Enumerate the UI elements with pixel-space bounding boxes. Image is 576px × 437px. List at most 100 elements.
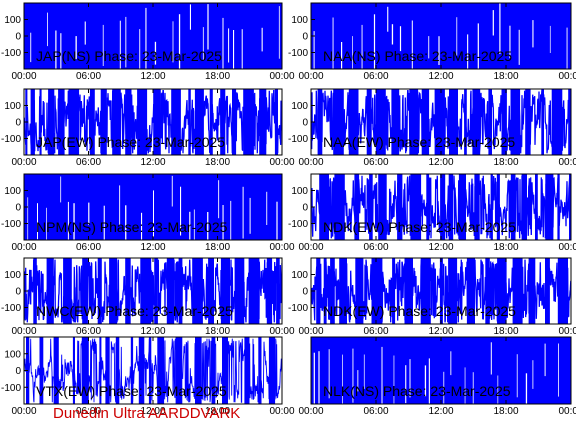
trace-gap [532,20,534,48]
trace-gap [464,367,466,404]
y-tick-label: -100 [288,134,308,145]
trace-dense-region [130,337,134,404]
phase-panel-3: 00:00 06:00 12:00 18:00 00:00 100 0 -100 JAP(EW)… [1,88,295,168]
trace-gap [102,24,104,66]
trace-dense-region [248,258,260,324]
trace-gap [119,20,121,69]
trace-gap [373,14,376,69]
trace-dense-region [333,89,344,155]
trace-gap [409,359,411,398]
phase-panel-4: 00:00 06:00 12:00 18:00 00:00 100 0 -100 NAA(EW)… [288,88,576,168]
x-tick-label: 00:00 [298,71,323,82]
y-tick-label: 100 [4,15,21,26]
trace-dense-region [421,89,430,155]
trace-dense-region [157,337,165,404]
trace-dense-region [541,89,544,155]
trace-dense-region [334,174,345,240]
trace-dense-region [100,89,107,155]
trace-dense-region [259,89,267,155]
trace-gap [266,191,268,225]
trace-dense-region [46,258,54,324]
trace-gap [516,354,518,398]
y-tick-label: 100 [291,101,308,112]
x-tick-label: 18:00 [493,326,518,337]
panel-title: NLK(NS) Phase: 23-Mar-2025 [323,383,511,399]
trace-dense-region [490,174,493,240]
trace-gap [222,17,224,69]
trace-dense-region [440,174,446,240]
credit-label: Dunedin Ultra AARDDVARK [53,405,241,422]
trace-dense-region [140,258,152,324]
trace-dense-region [449,89,458,155]
y-tick-label: -100 [1,134,21,145]
trace-dense-region [243,89,254,155]
trace-dense-region [496,174,500,240]
phase-trace [24,89,282,155]
trace-dense-region [112,89,121,155]
trace-dense-region [464,89,467,155]
trace-gap [47,12,48,47]
trace-dense-region [339,258,347,324]
x-tick-label: 06:00 [76,157,101,168]
trace-dense-region [194,89,204,155]
trace-dense-region [497,258,507,324]
trace-dense-region [97,258,102,324]
trace-line [24,90,282,154]
trace-gap [391,24,394,45]
trace-gap [544,343,546,377]
trace-dense-region [426,174,430,240]
trace-gap [228,28,230,63]
trace-dense-region [348,89,359,155]
trace-dense-region [568,89,571,155]
phase-trace [24,174,282,240]
trace-gap [202,27,204,60]
y-tick-label: 0 [15,366,21,377]
x-tick-label: 00:00 [269,326,294,337]
trace-dense-region [99,337,102,404]
trace-dense-region [125,258,131,324]
trace-dense-region [545,174,554,240]
trace-gap [125,205,127,240]
x-tick-label: 00:00 [11,406,36,417]
trace-dense-region [510,89,521,155]
trace-gap [405,365,407,404]
y-tick-label: -100 [288,219,308,230]
trace-gap [361,24,363,69]
trace-gap [125,16,127,68]
trace-gap [558,343,559,397]
x-tick-label: 06:00 [76,71,101,82]
trace-dense-region [138,337,145,404]
trace-dense-region [375,89,386,155]
y-tick-label: -100 [1,303,21,314]
trace-dense-region [222,337,228,404]
phase-trace [311,89,571,155]
x-tick-label: 12:00 [140,406,165,417]
trace-gap [492,10,494,36]
x-tick-label: 00:00 [298,157,323,168]
trace-dense-region [188,89,191,155]
trace-dense-region [125,89,132,155]
trace-gap [180,186,182,236]
trace-dense-region [171,89,181,155]
trace-gap [278,6,280,59]
trace-dense-region [81,337,89,404]
trace-gap [67,201,69,240]
trace-band [311,3,571,69]
panel-title: JAP(EW) Phase: 23-Mar-2025 [36,134,225,150]
trace-gap [549,25,551,53]
trace-gap [193,209,195,240]
trace-gap [46,207,47,240]
trace-dense-region [105,337,110,404]
trace-gap [88,202,90,226]
y-tick-label: -100 [288,303,308,314]
x-tick-label: 00:00 [11,242,36,253]
trace-dense-region [115,337,120,404]
x-tick-label: 18:00 [493,406,518,417]
trace-gap [178,14,181,69]
x-tick-label: 00:00 [11,157,36,168]
x-tick-label: 12:00 [428,157,453,168]
panel-title: NDK(EW) Phase: 23-Mar-2025 [323,219,516,235]
trace-dense-region [154,258,158,324]
x-tick-label: 18:00 [493,242,518,253]
